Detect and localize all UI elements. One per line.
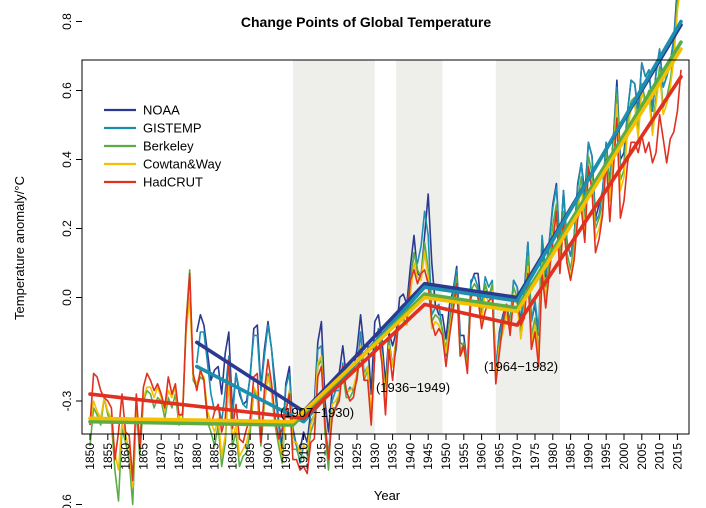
x-tick-label: 2010	[653, 443, 667, 470]
x-tick-label: 1860	[119, 443, 133, 470]
x-tick-label: 1955	[457, 443, 471, 470]
x-tick-label: 1985	[564, 443, 578, 470]
shaded-region-2	[396, 60, 443, 434]
legend: NOAA GISTEMP Berkeley Cowtan&Way HadCRUT	[104, 103, 222, 190]
x-tick-label: 1920	[332, 443, 346, 470]
x-tick-label: 1880	[190, 443, 204, 470]
fit-line-berkeley	[88, 40, 683, 427]
x-tick-label: 2015	[670, 443, 684, 470]
legend-label-cowtan-way: Cowtan&Way	[143, 157, 222, 172]
shaded-region-1	[292, 60, 375, 434]
y-tick-label: 0.6	[60, 82, 74, 99]
x-tick-label: 1850	[83, 443, 97, 470]
x-tick-label: 1980	[546, 443, 560, 470]
fit-line-gistemp	[195, 19, 683, 424]
x-tick-label: 1895	[243, 443, 257, 470]
x-tick-label: 1855	[101, 443, 115, 470]
x-tick-label: 1910	[297, 443, 311, 470]
y-tick-label: 0.0	[60, 289, 74, 306]
x-tick-label: 2005	[635, 443, 649, 470]
x-tick-label: 1915	[314, 443, 328, 470]
x-axis-label: Year	[374, 488, 401, 503]
y-axis: -0.6-0.30.00.20.40.60.81.0	[60, 13, 82, 508]
x-tick-label: 1965	[492, 443, 506, 470]
legend-label-noaa: NOAA	[143, 103, 180, 118]
x-tick-label: 1885	[208, 443, 222, 470]
x-axis: 1850 1855 1860 1865 1870 1875 1880 1885 1890 1895…	[83, 434, 684, 470]
x-tick-label: 2000	[617, 443, 631, 470]
x-tick-label: 1900	[261, 443, 275, 470]
region-label-3: (1964−1982)	[484, 359, 558, 374]
x-tick-label: 1950	[439, 443, 453, 470]
y-axis-label: Temperature anomaly/°C	[12, 176, 27, 320]
x-tick-label: 1990	[581, 443, 595, 470]
chart-title: Change Points of Global Temperature	[241, 14, 491, 30]
x-tick-label: 1925	[350, 443, 364, 470]
x-tick-label: 1930	[368, 443, 382, 470]
y-tick-label: 0.2	[60, 220, 74, 237]
plot-frame	[81, 59, 690, 435]
fit-line-cowtan-way	[88, 47, 683, 424]
region-labels: (1907−1930) (1936−1949) (1964−1982)	[280, 359, 558, 420]
x-tick-label: 1890	[225, 443, 239, 470]
region-label-2: (1936−1949)	[376, 380, 450, 395]
x-tick-label: 1970	[510, 443, 524, 470]
legend-label-gistemp: GISTEMP	[143, 121, 202, 136]
x-tick-label: 1905	[279, 443, 293, 470]
x-tick-label: 1875	[172, 443, 186, 470]
x-tick-label: 1870	[154, 443, 168, 470]
x-tick-label: 1975	[528, 443, 542, 470]
x-tick-label: 1940	[403, 443, 417, 470]
y-tick-label: 0.4	[60, 151, 74, 168]
x-tick-label: 1945	[421, 443, 435, 470]
y-tick-label: -0.3	[60, 390, 74, 411]
legend-label-berkeley: Berkeley	[143, 139, 194, 154]
legend-label-hadcrut: HadCRUT	[143, 175, 203, 190]
y-tick-label: 0.8	[60, 13, 74, 30]
fit-line-hadcrut	[88, 74, 683, 421]
region-label-1: (1907−1930)	[280, 405, 354, 420]
x-tick-label: 1935	[386, 443, 400, 470]
change-point-fits	[88, 19, 683, 427]
y-tick-label: -0.6	[60, 494, 74, 508]
x-tick-label: 1960	[475, 443, 489, 470]
series-line-hadcrut	[89, 69, 682, 482]
series-lines	[89, 0, 682, 506]
x-tick-label: 1865	[136, 443, 150, 470]
series-line-berkeley	[89, 0, 679, 506]
x-tick-label: 1995	[599, 443, 613, 470]
